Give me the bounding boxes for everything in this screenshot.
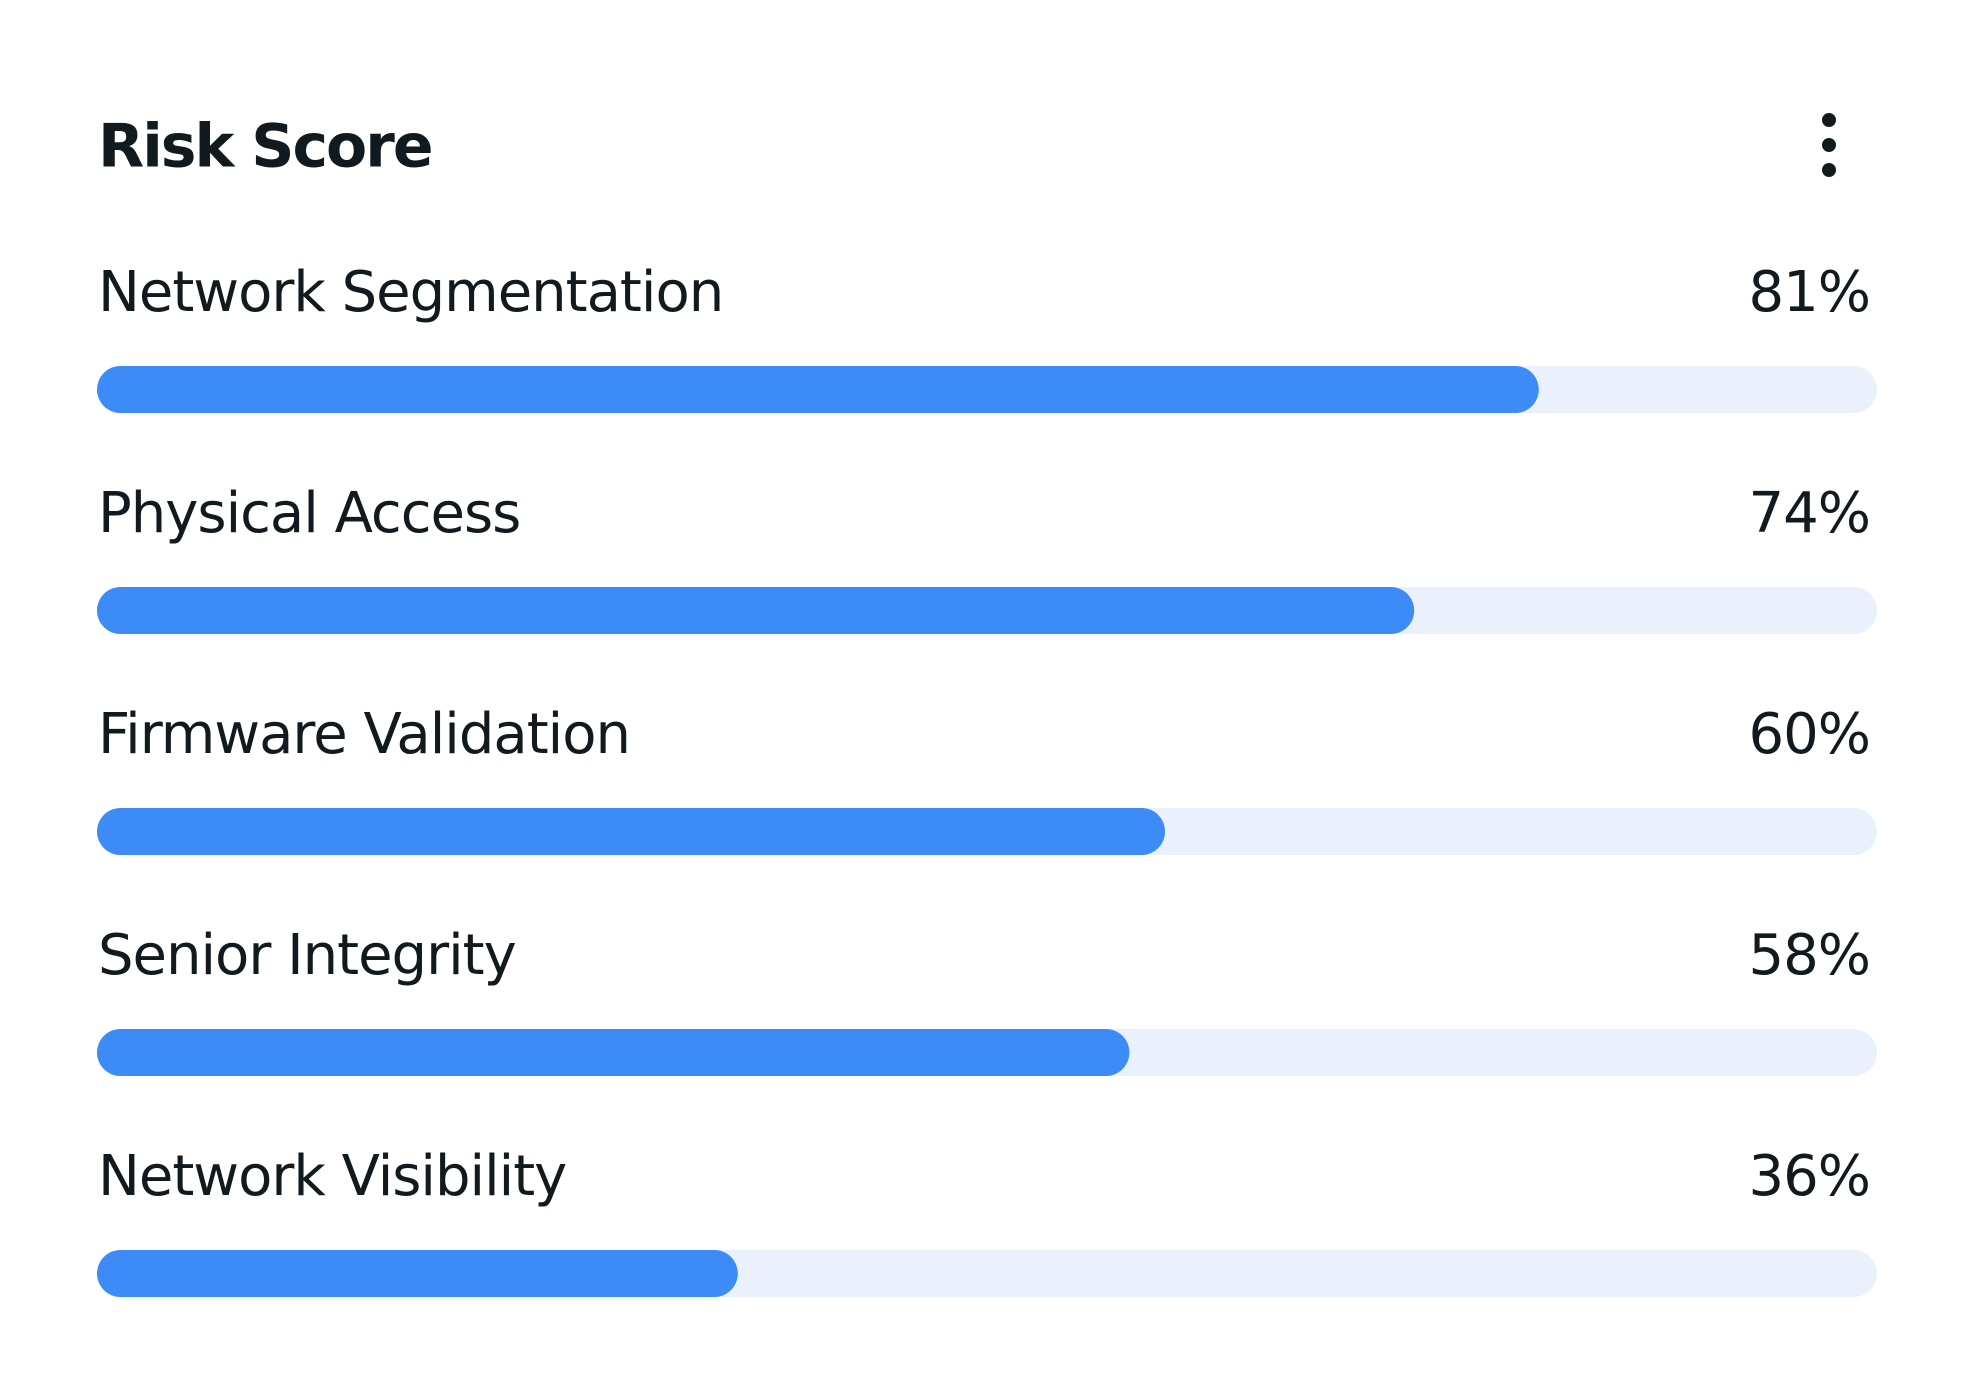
menu-dot <box>1822 113 1836 127</box>
menu-dot <box>1822 138 1836 152</box>
bar <box>97 1029 1130 1076</box>
bar <box>97 808 1165 855</box>
value-label: 74% <box>1749 481 1870 546</box>
bar <box>97 587 1415 634</box>
category-label: Network Segmentation <box>98 260 723 325</box>
value-label: 60% <box>1749 702 1870 767</box>
card-title: Risk Score <box>98 112 432 182</box>
category-label: Network Visibility <box>98 1144 566 1209</box>
category-label: Senior Integrity <box>98 923 516 988</box>
bar <box>97 1250 738 1297</box>
bar <box>97 366 1539 413</box>
value-label: 81% <box>1749 260 1870 325</box>
value-label: 36% <box>1749 1144 1870 1209</box>
category-label: Firmware Validation <box>98 702 630 767</box>
menu-dot <box>1822 163 1836 177</box>
category-label: Physical Access <box>98 481 520 546</box>
value-label: 58% <box>1749 923 1870 988</box>
more-menu[interactable] <box>1800 105 1860 185</box>
